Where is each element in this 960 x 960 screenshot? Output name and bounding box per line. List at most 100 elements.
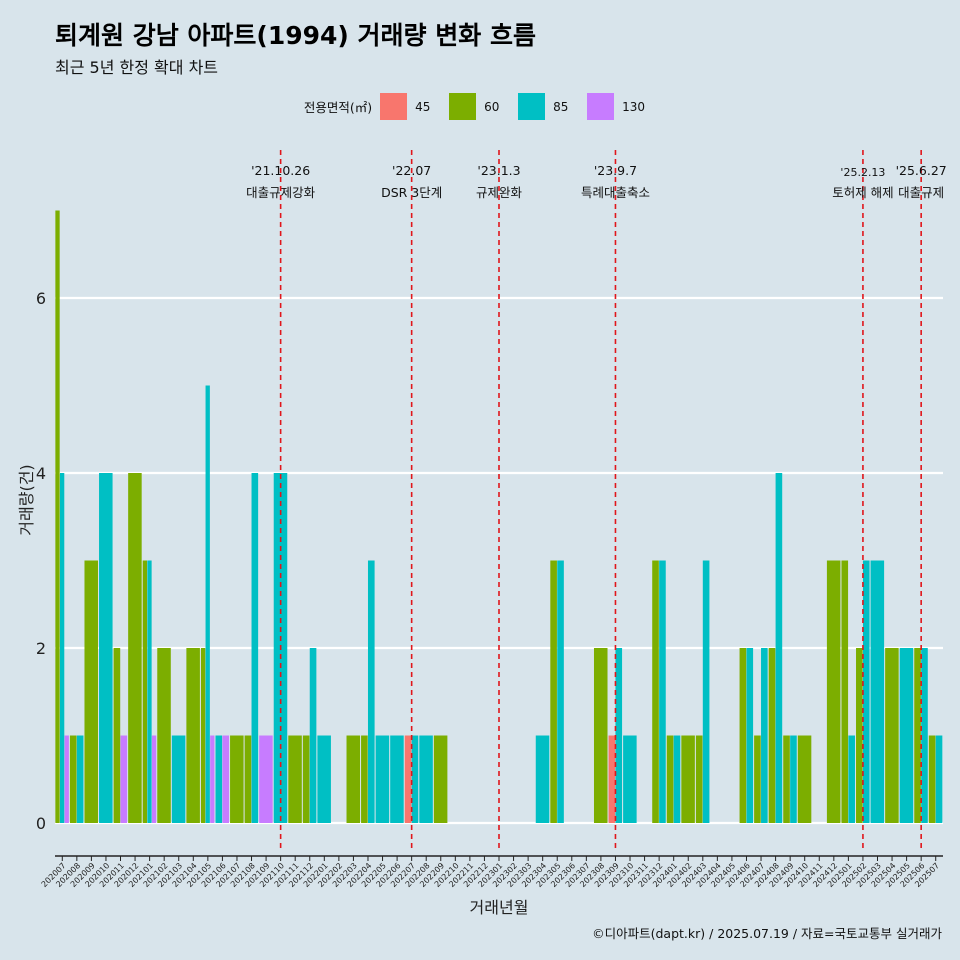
bar-202108-60 <box>244 735 252 823</box>
bar-202312-60 <box>652 560 659 823</box>
bar-202103-85 <box>171 735 186 823</box>
bar-202203-60 <box>346 735 361 823</box>
bar-202209-60 <box>433 735 448 823</box>
bar-202007-130 <box>64 735 69 823</box>
bar-202408-85 <box>775 473 783 823</box>
bar-202104-60 <box>186 648 200 823</box>
bar-202305-85 <box>557 560 564 823</box>
legend-item-45: 45 <box>380 93 439 120</box>
event-date-2: '23.1.3 <box>477 163 520 178</box>
legend-swatch-45 <box>380 93 408 120</box>
bar-202502-85 <box>862 560 870 823</box>
bar-202106-130 <box>222 735 230 823</box>
bar-202309-45 <box>608 735 616 823</box>
legend-label-130: 130 <box>622 99 646 114</box>
bar-202109-130 <box>259 735 273 823</box>
bar-202007-85 <box>59 473 65 823</box>
bar-202312-85 <box>659 560 666 823</box>
legend-item-60: 60 <box>449 93 508 120</box>
bar-202206-85 <box>390 735 404 823</box>
bar-202409-60 <box>783 735 790 823</box>
bar-202507-85 <box>935 735 943 823</box>
bar-202406-60 <box>739 648 747 823</box>
legend-item-130: 130 <box>587 93 646 120</box>
bar-202403-60 <box>695 735 703 823</box>
bar-202310-85 <box>623 735 637 823</box>
bar-202205-85 <box>375 735 390 823</box>
legend-swatch-60 <box>449 93 477 120</box>
bar-202204-60 <box>361 735 368 823</box>
y-tick-label-0: 0 <box>36 814 46 833</box>
bar-202008-60 <box>69 735 77 823</box>
bar-202102-60 <box>157 648 171 823</box>
event-label-3: 특례대출축소 <box>581 185 650 200</box>
source-caption: ©디아파트(dapt.kr) / 2025.07.19 / 자료=국토교통부 실… <box>592 926 942 941</box>
event-label-0: 대출규제강화 <box>246 185 316 200</box>
event-label-4: 토허제 해제 <box>832 185 893 200</box>
bar-202409-85 <box>790 735 797 823</box>
legend-label-85: 85 <box>553 99 569 114</box>
bar-202012-60 <box>128 473 142 823</box>
bar-202105-130 <box>210 735 215 823</box>
bar-202407-60 <box>754 735 761 823</box>
legend-label-60: 60 <box>484 99 500 114</box>
bar-202106-85 <box>215 735 223 823</box>
bar-202505-85 <box>899 648 914 823</box>
bar-202407-85 <box>761 648 768 823</box>
legend: 전용면적(㎡) 45 60 85 130 <box>0 93 960 120</box>
event-date-1: '22.07 <box>392 163 431 178</box>
legend-item-85: 85 <box>518 93 577 120</box>
bar-202309-85 <box>615 648 623 823</box>
bar-202204-85 <box>367 560 375 823</box>
bar-202107-60 <box>230 735 244 823</box>
y-tick-label-2: 2 <box>36 639 46 658</box>
event-date-4: '25.2.13 <box>840 166 885 179</box>
event-date-5: '25.6.27 <box>896 163 947 178</box>
bar-202412-60 <box>826 560 841 823</box>
bar-202502-60 <box>856 648 863 823</box>
event-date-0: '21.10.26 <box>251 163 310 178</box>
bar-202506-60 <box>914 648 921 823</box>
bar-202507-60 <box>928 735 936 823</box>
chart-subtitle: 최근 5년 한정 확대 차트 <box>55 58 219 77</box>
bar-202207-85 <box>411 735 419 823</box>
bar-202011-130 <box>120 735 128 823</box>
y-tick-label-6: 6 <box>36 289 46 308</box>
x-axis-title: 거래년월 <box>470 898 529 917</box>
bar-202401-85 <box>673 735 681 823</box>
bar-202010-85 <box>99 473 113 823</box>
bar-202305-60 <box>550 560 557 823</box>
event-label-5: 대출규제 <box>898 185 944 200</box>
legend-title: 전용면적(㎡) <box>303 100 373 115</box>
bar-202105-60 <box>200 648 206 823</box>
bar-202506-85 <box>921 648 928 823</box>
y-axis-title: 거래량(건) <box>17 464 36 535</box>
y-tick-label-4: 4 <box>36 464 46 483</box>
legend-label-45: 45 <box>415 99 431 114</box>
bar-202410-60 <box>797 735 812 823</box>
bar-202011-60 <box>113 648 121 823</box>
bar-202207-45 <box>404 735 412 823</box>
bar-202401-60 <box>666 735 674 823</box>
bar-202101-85 <box>147 560 152 823</box>
bar-202112-85 <box>309 648 317 823</box>
bar-202112-60 <box>302 735 310 823</box>
bar-202007-60 <box>55 210 60 823</box>
bar-202403-85 <box>702 560 710 823</box>
bar-202503-85 <box>870 560 885 823</box>
event-date-3: '23.9.7 <box>594 163 637 178</box>
bar-202408-60 <box>768 648 776 823</box>
bar-202501-85 <box>848 735 855 823</box>
bar-202111-60 <box>288 735 302 823</box>
bar-202009-60 <box>84 560 99 823</box>
legend-swatch-85 <box>518 93 546 120</box>
event-label-2: 규제완화 <box>476 185 523 200</box>
bar-202208-85 <box>419 735 433 823</box>
bar-202008-85 <box>76 735 84 823</box>
bar-202504-60 <box>885 648 899 823</box>
bar-202108-85 <box>251 473 259 823</box>
legend-swatch-130 <box>587 93 615 120</box>
bar-202501-60 <box>841 560 849 823</box>
bar-202101-60 <box>142 560 148 823</box>
